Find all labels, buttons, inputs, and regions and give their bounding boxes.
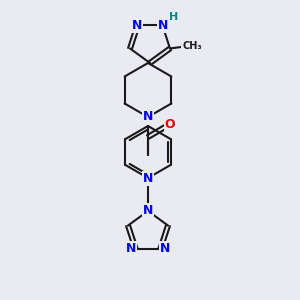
- Text: N: N: [143, 203, 153, 217]
- Text: O: O: [165, 118, 175, 131]
- Text: N: N: [143, 172, 153, 184]
- Text: N: N: [143, 110, 153, 124]
- Text: H: H: [169, 12, 178, 22]
- Text: N: N: [158, 19, 169, 32]
- Text: N: N: [125, 242, 136, 256]
- Text: N: N: [160, 242, 170, 256]
- Text: N: N: [131, 19, 142, 32]
- Text: CH₃: CH₃: [182, 41, 202, 52]
